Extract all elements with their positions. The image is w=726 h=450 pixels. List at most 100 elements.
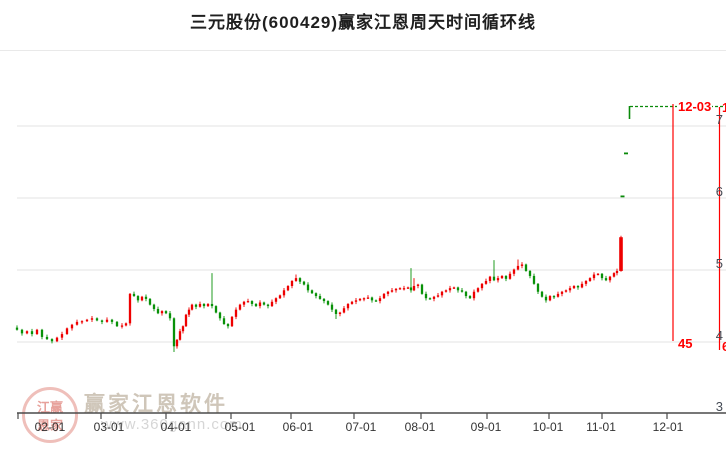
cycle-count-label: 45: [678, 336, 693, 351]
candle-body: [242, 301, 246, 305]
candle-body: [484, 280, 488, 284]
candle-body: [90, 318, 94, 320]
candle-body: [576, 286, 580, 288]
candle-body: [390, 290, 394, 292]
candle-body: [110, 319, 114, 322]
candle-body: [440, 291, 444, 296]
clipped-cycle-label-top: 12: [722, 101, 726, 114]
candle-body: [270, 301, 274, 307]
candle-body: [306, 284, 310, 291]
candle-body: [452, 287, 456, 289]
candle-body: [412, 286, 416, 291]
candle-body: [398, 288, 402, 290]
candle-body: [572, 286, 576, 289]
candle-body: [436, 295, 440, 297]
candle-body: [40, 329, 44, 337]
candle-body: [386, 291, 390, 294]
candle-body: [548, 296, 552, 301]
candle-body: [568, 288, 572, 291]
candle-body: [120, 325, 124, 327]
candle-body: [354, 300, 358, 302]
candle-body: [350, 301, 354, 304]
candle-body: [444, 290, 448, 292]
candle-body: [286, 286, 290, 291]
chart-title: 三元股份(600429)赢家江恩周天时间循环线: [189, 13, 537, 32]
candle-body: [140, 296, 144, 301]
candle-body: [464, 291, 468, 297]
candle-body: [132, 293, 136, 297]
candle-body: [520, 264, 524, 266]
candle-body: [615, 270, 619, 274]
y-axis-label-3: 3: [715, 399, 723, 414]
candle-body: [480, 283, 484, 289]
candle-body: [326, 301, 330, 305]
candle-body: [302, 281, 306, 285]
candle-body: [322, 298, 326, 302]
candle-body: [218, 312, 222, 319]
candle-body: [318, 296, 322, 299]
candle-body: [95, 318, 99, 321]
candle-body: [560, 291, 564, 294]
candle-body: [262, 302, 266, 305]
x-axis-label-04-01: 04-01: [160, 420, 192, 434]
x-axis-label-09-01: 09-01: [470, 420, 502, 434]
x-axis-label-10-01: 10-01: [532, 420, 564, 434]
candle-body: [600, 273, 604, 279]
candle-body: [596, 273, 600, 276]
x-axis-label-11-01: 11-01: [586, 420, 616, 434]
cycle-date-label: 12-03: [677, 99, 713, 114]
candle-body: [184, 314, 188, 327]
y-axis-label-7: 7: [715, 112, 723, 127]
candle-body: [504, 275, 508, 279]
candle-body: [448, 288, 452, 291]
candle-body: [222, 318, 226, 325]
candle-body: [164, 311, 168, 314]
candle-body: [416, 284, 420, 287]
candle-body: [564, 290, 568, 292]
candle-body: [278, 295, 282, 299]
candle-body: [374, 300, 378, 302]
candle-body: [181, 326, 185, 332]
candle-body: [274, 298, 278, 302]
candle-body: [556, 293, 560, 297]
watermark-logo-text-2: 恩家: [36, 417, 63, 433]
candle-body: [230, 316, 234, 327]
candle-body: [370, 297, 374, 301]
candle-body: [124, 323, 128, 326]
candle-body: [536, 283, 540, 292]
candle-body: [156, 308, 160, 314]
candle-body: [175, 339, 179, 347]
x-axis-label-02-01: 02-01: [34, 420, 66, 434]
candle-body: [608, 276, 612, 281]
candle-body: [432, 296, 436, 299]
candle-body: [178, 331, 182, 340]
candle-body: [496, 278, 500, 281]
candle-body: [290, 280, 294, 287]
candle-body: [342, 308, 346, 313]
candle-body: [516, 265, 520, 270]
candle-body: [266, 304, 270, 307]
candle-body: [460, 290, 464, 292]
candle-body: [492, 276, 496, 281]
candle-body: [338, 312, 342, 314]
x-axis-label-08-01: 08-01: [404, 420, 436, 434]
candle-body: [406, 287, 410, 289]
candle-body: [25, 331, 29, 334]
candle-body: [362, 298, 366, 300]
watermark-logo-text-1: 江赢: [36, 400, 63, 415]
candle-body: [258, 302, 262, 307]
candle-body: [424, 293, 428, 299]
candle-body: [428, 298, 432, 300]
candle-body: [214, 306, 218, 313]
candle-body: [552, 296, 556, 298]
candle-body: [80, 321, 84, 323]
candle-body: [588, 278, 592, 281]
candle-body: [226, 324, 230, 327]
y-axis-label-6: 6: [715, 184, 723, 199]
candle-body: [584, 280, 588, 284]
candle-body: [612, 273, 616, 277]
candle-body: [476, 288, 480, 292]
candle-body: [382, 293, 386, 299]
